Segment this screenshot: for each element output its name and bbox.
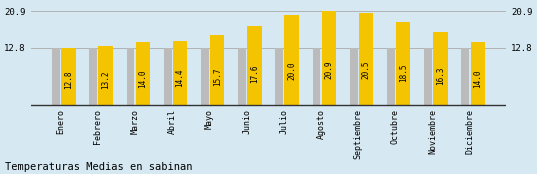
Text: 14.0: 14.0 xyxy=(473,69,482,88)
Bar xyxy=(61,48,76,105)
Bar xyxy=(127,48,134,105)
Bar xyxy=(359,13,373,105)
Bar xyxy=(238,48,246,105)
Bar xyxy=(89,48,97,105)
Bar xyxy=(248,26,262,105)
Text: 17.6: 17.6 xyxy=(250,65,259,83)
Bar xyxy=(313,48,321,105)
Bar xyxy=(52,48,60,105)
Text: 15.7: 15.7 xyxy=(213,67,222,85)
Text: 14.0: 14.0 xyxy=(139,69,147,88)
Bar xyxy=(164,48,172,105)
Text: 14.4: 14.4 xyxy=(176,69,185,87)
Bar xyxy=(461,48,469,105)
Bar xyxy=(433,32,448,105)
Text: 20.0: 20.0 xyxy=(287,62,296,80)
Text: Temperaturas Medias en sabinan: Temperaturas Medias en sabinan xyxy=(5,162,193,172)
Text: 20.5: 20.5 xyxy=(361,61,371,80)
Bar xyxy=(470,42,485,105)
Text: 13.2: 13.2 xyxy=(101,70,110,89)
Bar xyxy=(322,11,336,105)
Bar xyxy=(396,22,410,105)
Bar xyxy=(285,15,299,105)
Bar xyxy=(201,48,209,105)
Bar xyxy=(173,41,187,105)
Bar xyxy=(210,35,224,105)
Bar xyxy=(350,48,358,105)
Text: 16.3: 16.3 xyxy=(436,66,445,85)
Bar xyxy=(136,42,150,105)
Text: 20.9: 20.9 xyxy=(324,61,333,79)
Bar xyxy=(275,48,283,105)
Bar xyxy=(387,48,395,105)
Bar xyxy=(98,46,113,105)
Bar xyxy=(424,48,432,105)
Text: 12.8: 12.8 xyxy=(64,71,73,89)
Text: 18.5: 18.5 xyxy=(399,64,408,82)
